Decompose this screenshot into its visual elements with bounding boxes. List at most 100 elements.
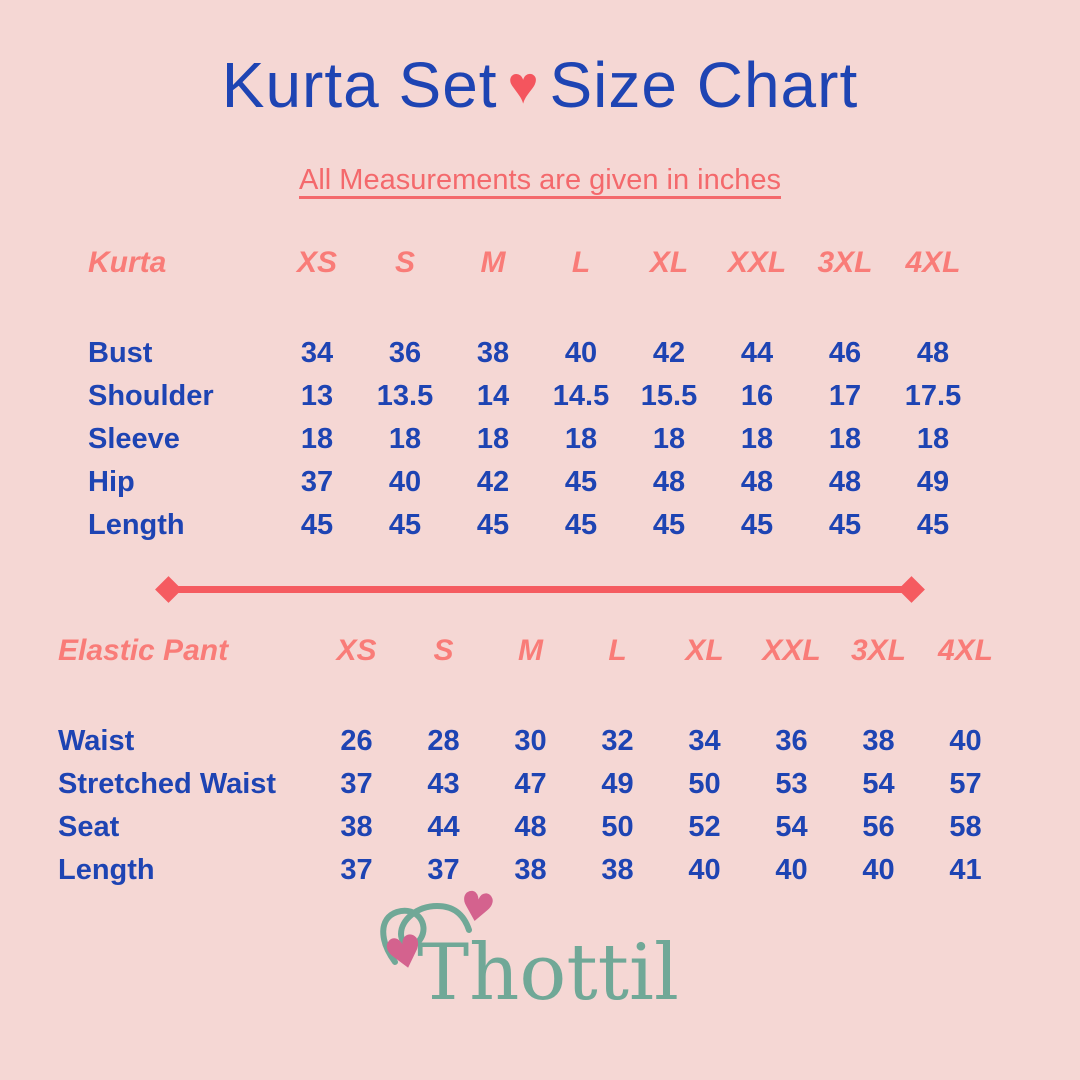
table-row: Bust 34 36 38 40 42 44 46 48 bbox=[88, 332, 1080, 375]
row-label: Sleeve bbox=[88, 423, 180, 456]
measurement-value: 42 bbox=[652, 337, 686, 370]
measurement-value: 50 bbox=[601, 811, 634, 844]
measurement-value: 52 bbox=[688, 811, 721, 844]
elastic-pant-size-table: Elastic Pant XS S M L XL XXL 3XL 4XL Waist 26 28 30 3… bbox=[0, 629, 1080, 892]
row-label: Length bbox=[88, 509, 185, 542]
measurement-value: 50 bbox=[688, 768, 721, 801]
measurement-value: 13 bbox=[300, 380, 334, 413]
measurement-value: 37 bbox=[340, 854, 373, 887]
heart-icon: ♥ bbox=[507, 56, 540, 115]
row-label: Hip bbox=[88, 466, 135, 499]
measurement-value: 30 bbox=[514, 725, 547, 758]
column-header: XS bbox=[336, 634, 377, 668]
measurement-value: 45 bbox=[564, 509, 598, 542]
measurement-value: 54 bbox=[775, 811, 808, 844]
kurta-size-table: Kurta XS S M L XL XXL 3XL 4XL Bust 34 36 38 40 42 44 46 4… bbox=[0, 241, 1080, 547]
measurement-value: 44 bbox=[427, 811, 460, 844]
measurement-value: 13.5 bbox=[376, 380, 434, 413]
measurement-value: 45 bbox=[740, 509, 774, 542]
measurement-value: 38 bbox=[601, 854, 634, 887]
measurement-value: 36 bbox=[388, 337, 422, 370]
column-header: S bbox=[394, 246, 415, 280]
page-title: Kurta Set ♥ Size Chart bbox=[0, 0, 1080, 120]
measurement-value: 40 bbox=[388, 466, 422, 499]
measurement-value: 57 bbox=[949, 768, 982, 801]
table-title: Kurta bbox=[88, 246, 167, 280]
measurement-value: 18 bbox=[564, 423, 598, 456]
row-label: Stretched Waist bbox=[58, 768, 277, 801]
measurement-value: 49 bbox=[601, 768, 634, 801]
measurement-value: 41 bbox=[949, 854, 982, 887]
column-header: S bbox=[433, 634, 454, 668]
measurement-value: 14.5 bbox=[552, 380, 610, 413]
measurement-value: 53 bbox=[775, 768, 808, 801]
measurement-value: 15.5 bbox=[640, 380, 698, 413]
measurement-value: 40 bbox=[564, 337, 598, 370]
table-row: Hip 37 40 42 45 48 48 48 49 bbox=[88, 461, 1080, 504]
measurement-value: 14 bbox=[476, 380, 510, 413]
divider-line bbox=[172, 585, 908, 593]
column-header: M bbox=[480, 246, 506, 280]
measurement-value: 58 bbox=[949, 811, 982, 844]
table-title: Elastic Pant bbox=[58, 634, 229, 668]
measurement-value: 45 bbox=[300, 509, 334, 542]
measurement-value: 18 bbox=[388, 423, 422, 456]
measurement-value: 42 bbox=[476, 466, 510, 499]
measurement-value: 56 bbox=[862, 811, 895, 844]
measurement-value: 17 bbox=[828, 380, 862, 413]
measurement-value: 28 bbox=[427, 725, 460, 758]
measurement-value: 48 bbox=[514, 811, 547, 844]
table-header-row: Kurta XS S M L XL XXL 3XL 4XL bbox=[88, 241, 1080, 284]
measurement-value: 47 bbox=[514, 768, 547, 801]
measurement-value: 48 bbox=[652, 466, 686, 499]
measurement-value: 37 bbox=[300, 466, 334, 499]
table-row: Stretched Waist 37 43 47 49 50 53 54 57 bbox=[58, 763, 1080, 806]
measurement-value: 37 bbox=[427, 854, 460, 887]
measurement-value: 48 bbox=[828, 466, 862, 499]
page-title-part1: Kurta Set bbox=[221, 49, 498, 121]
column-header: L bbox=[571, 246, 591, 280]
row-label: Waist bbox=[58, 725, 135, 758]
measurement-value: 40 bbox=[775, 854, 808, 887]
table-row: Length 45 45 45 45 45 45 45 45 bbox=[88, 504, 1080, 547]
measurement-value: 45 bbox=[916, 509, 950, 542]
row-label: Shoulder bbox=[88, 380, 214, 413]
column-header: XL bbox=[685, 634, 724, 668]
measurement-value: 46 bbox=[828, 337, 862, 370]
row-label: Seat bbox=[58, 811, 120, 844]
measurement-value: 45 bbox=[828, 509, 862, 542]
measurement-value: 54 bbox=[862, 768, 895, 801]
column-header: L bbox=[608, 634, 627, 668]
row-label: Length bbox=[58, 854, 155, 887]
column-header: 4XL bbox=[937, 634, 994, 668]
column-header: M bbox=[518, 634, 543, 668]
column-header: 3XL bbox=[850, 634, 907, 668]
measurement-value: 26 bbox=[340, 725, 373, 758]
brand-logo-area: ♥ ♥ Thottil bbox=[0, 883, 1080, 1013]
diamond-left-icon bbox=[155, 575, 182, 603]
measurement-value: 34 bbox=[688, 725, 721, 758]
measurement-value: 18 bbox=[652, 423, 686, 456]
table-header-row: Elastic Pant XS S M L XL XXL 3XL 4XL bbox=[58, 629, 1080, 672]
measurement-value: 17.5 bbox=[904, 380, 962, 413]
brand-logo: ♥ ♥ Thottil bbox=[379, 883, 679, 1013]
measurement-value: 32 bbox=[601, 725, 634, 758]
measurement-value: 45 bbox=[476, 509, 510, 542]
measurement-value: 18 bbox=[740, 423, 774, 456]
column-header: 4XL bbox=[905, 246, 961, 280]
measurement-value: 18 bbox=[300, 423, 334, 456]
measurement-value: 37 bbox=[340, 768, 373, 801]
measurement-value: 44 bbox=[740, 337, 774, 370]
column-header: XL bbox=[649, 246, 689, 280]
table-row: Sleeve 18 18 18 18 18 18 18 18 bbox=[88, 418, 1080, 461]
measurement-value: 34 bbox=[300, 337, 334, 370]
measurement-value: 45 bbox=[564, 466, 598, 499]
column-header: 3XL bbox=[817, 246, 873, 280]
measurement-value: 18 bbox=[916, 423, 950, 456]
table-row: Shoulder 13 13.5 14 14.5 15.5 16 17 17.5 bbox=[88, 375, 1080, 418]
diamond-right-icon bbox=[898, 575, 925, 603]
measurement-value: 40 bbox=[949, 725, 982, 758]
measurement-value: 36 bbox=[775, 725, 808, 758]
row-label: Bust bbox=[88, 337, 153, 370]
